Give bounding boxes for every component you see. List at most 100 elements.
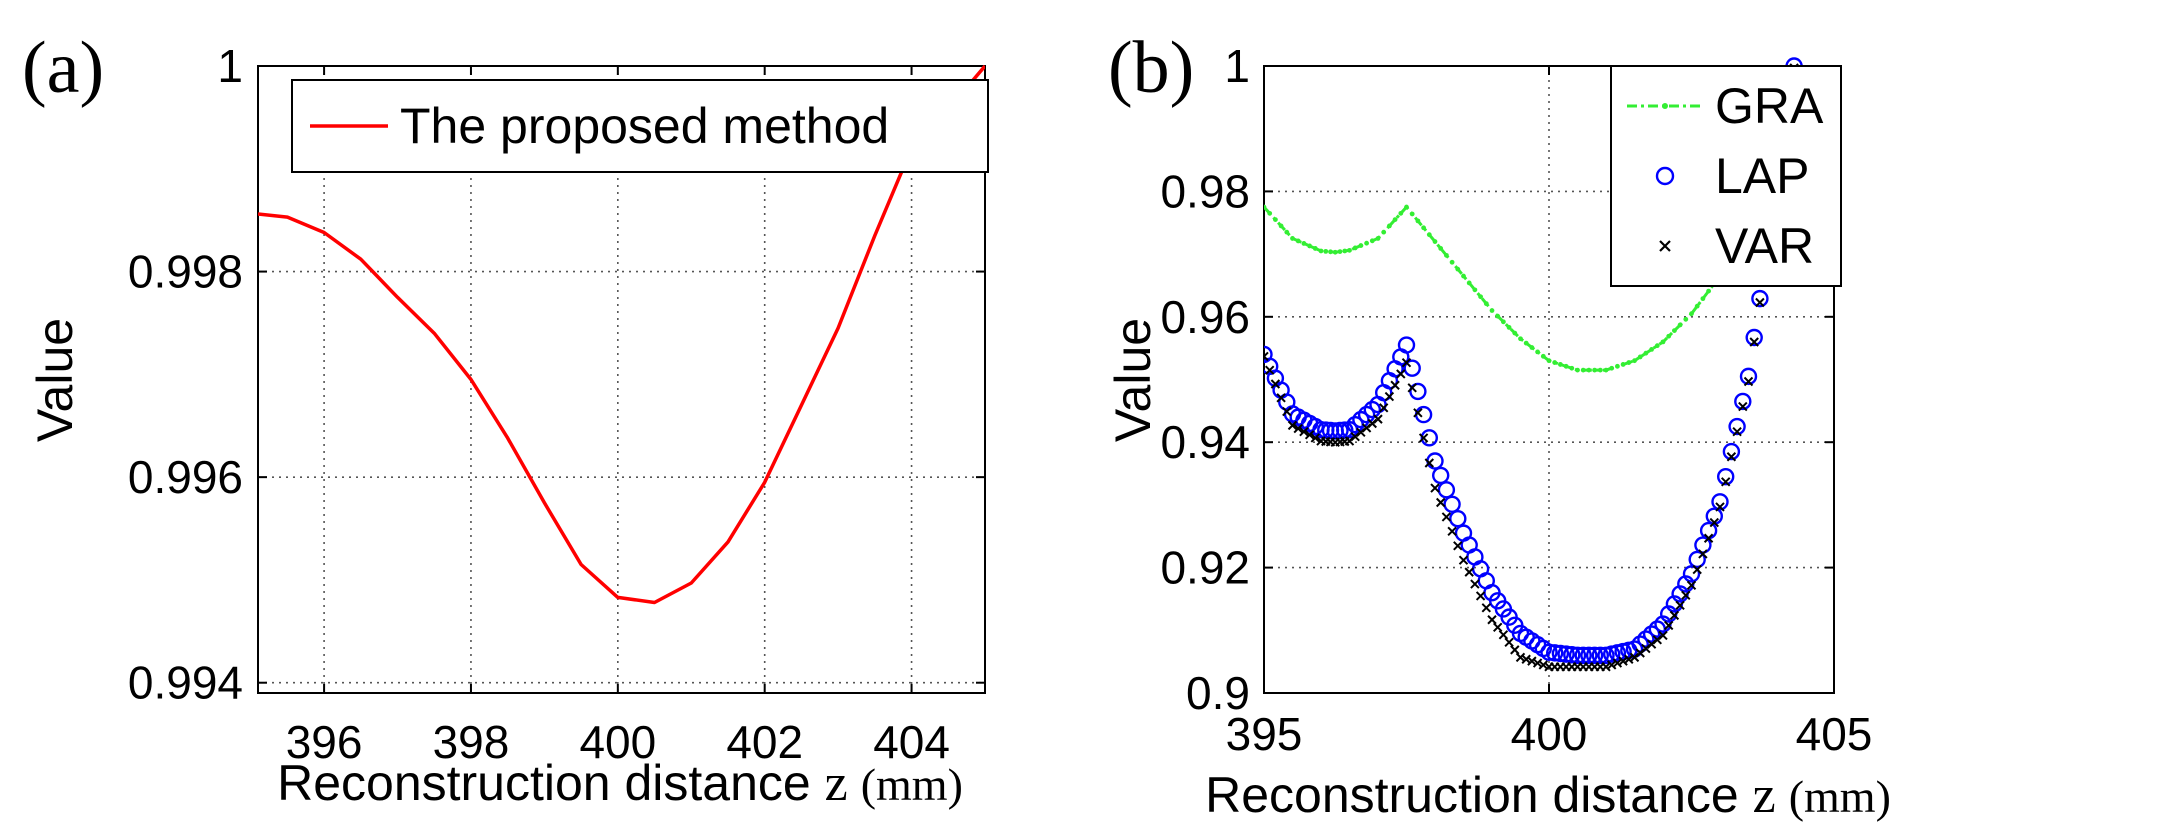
x-axis-label-symbol: z	[825, 755, 861, 812]
x-tick-label: 395	[1226, 708, 1303, 760]
data-point	[1739, 367, 1758, 386]
data-point	[1649, 347, 1654, 352]
legend-label: LAP	[1715, 148, 1810, 204]
data-point	[1580, 646, 1598, 665]
data-point	[1278, 223, 1284, 229]
y-axis-label: Value	[1105, 318, 1161, 442]
data-point	[1323, 248, 1329, 254]
data-point	[1369, 238, 1375, 244]
data-point	[1301, 241, 1307, 246]
y-tick-label: 0.996	[128, 451, 243, 503]
data-point	[1632, 358, 1637, 364]
data-point	[1698, 549, 1708, 559]
data-point	[1421, 225, 1426, 231]
data-point	[1282, 406, 1292, 417]
data-point	[1601, 662, 1611, 672]
x-tick-label: 402	[726, 716, 803, 768]
data-point	[1512, 330, 1518, 336]
data-point	[1755, 297, 1765, 308]
data-point	[1441, 512, 1452, 522]
data-point	[1264, 204, 1267, 210]
data-point	[1264, 365, 1275, 375]
data-point	[1738, 401, 1748, 412]
data-point	[1358, 243, 1364, 248]
x-tick-label: 398	[433, 716, 510, 768]
data-point	[1409, 211, 1415, 217]
data-point	[1413, 408, 1423, 418]
data-point	[1580, 367, 1586, 373]
data-point	[1501, 319, 1506, 325]
data-point	[1375, 236, 1381, 241]
data-point	[1716, 467, 1735, 486]
data-point	[1603, 367, 1609, 373]
data-point	[1745, 328, 1763, 347]
data-point	[1489, 308, 1495, 313]
data-point	[1677, 322, 1683, 328]
data-point	[1637, 354, 1643, 360]
data-point	[1470, 579, 1480, 589]
data-point	[1568, 646, 1587, 665]
data-point	[1363, 400, 1382, 419]
data-point	[1404, 204, 1409, 210]
data-point	[1660, 339, 1666, 345]
data-point	[1586, 367, 1592, 373]
data-point	[1521, 654, 1531, 664]
data-point	[1492, 622, 1503, 632]
data-point	[1612, 658, 1623, 668]
data-point	[1270, 379, 1281, 389]
data-point	[1532, 658, 1543, 668]
data-point	[1481, 603, 1492, 613]
data-point	[1643, 350, 1649, 356]
data-point	[1466, 280, 1472, 286]
data-point	[1615, 363, 1620, 369]
data-point	[1592, 367, 1597, 373]
y-tick-label: 0.9	[1186, 667, 1250, 719]
data-point	[1711, 493, 1729, 511]
data-point	[1420, 429, 1439, 447]
data-point	[1437, 481, 1456, 499]
data-point	[1396, 369, 1406, 379]
data-point	[1642, 625, 1661, 643]
panel-a: (a) 396 398 400 402 404 0.994 0.996 0.998 1 Value R…	[22, 27, 989, 812]
data-point	[1373, 414, 1383, 424]
panel-label: (a)	[22, 27, 104, 109]
data-point	[1722, 442, 1741, 461]
data-point	[1563, 646, 1581, 664]
data-point	[1438, 246, 1444, 251]
data-point	[1510, 645, 1520, 655]
data-point	[1267, 210, 1273, 216]
data-point	[1472, 287, 1478, 293]
data-point	[1318, 248, 1324, 254]
data-point	[1487, 615, 1497, 625]
data-point	[1540, 353, 1546, 359]
data-point	[1447, 526, 1457, 537]
data-point	[1728, 417, 1746, 436]
data-point	[1426, 232, 1432, 238]
data-point	[1290, 236, 1295, 241]
x-tick-label: 400	[1511, 708, 1588, 760]
x-axis-label: Reconstruction distance z (mm)	[1205, 767, 1891, 824]
data-point	[1390, 380, 1400, 390]
data-point	[1464, 567, 1474, 577]
data-point	[1378, 403, 1389, 413]
data-point	[1682, 565, 1701, 583]
data-point	[1273, 217, 1278, 223]
data-point	[1540, 643, 1558, 661]
data-point	[1444, 252, 1449, 258]
panel-label: (b)	[1108, 27, 1194, 109]
data-point	[1506, 325, 1512, 330]
legend-box	[291, 79, 989, 173]
series-the-proposed-method	[258, 64, 985, 605]
data-point	[1381, 229, 1387, 235]
data-point	[1672, 328, 1677, 333]
data-point	[1483, 301, 1489, 307]
data-point	[1403, 359, 1421, 377]
data-point	[1453, 541, 1463, 551]
data-point	[1504, 637, 1514, 648]
data-point	[1387, 223, 1392, 229]
data-point	[1694, 303, 1700, 309]
data-point	[1626, 360, 1632, 365]
data-point	[1557, 645, 1575, 663]
data-point	[1401, 357, 1412, 368]
data-point	[1692, 564, 1702, 575]
